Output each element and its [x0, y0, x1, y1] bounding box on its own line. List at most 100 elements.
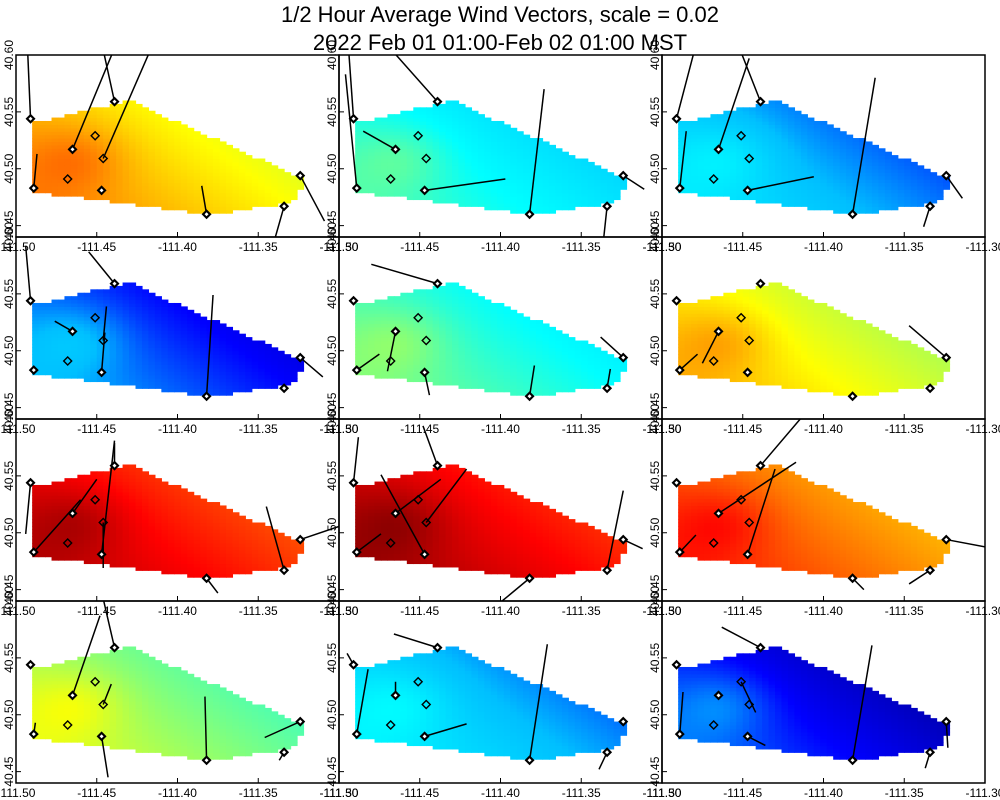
wind-vector — [299, 525, 339, 541]
field-cells — [32, 282, 305, 396]
y-tick-label: 40.55 — [2, 461, 16, 491]
station-marker-center — [621, 537, 626, 542]
station-marker-center — [677, 368, 682, 373]
station-marker-center — [112, 99, 117, 104]
x-tick-label: -111.45 — [77, 786, 116, 800]
station-marker-center — [351, 662, 356, 667]
station-marker — [385, 537, 396, 548]
x-tick-label: -111.45 — [723, 786, 762, 800]
station-marker — [736, 130, 747, 141]
wind-vector — [701, 331, 720, 364]
x-tick-label: -111.45 — [77, 240, 116, 254]
y-tick-label: 40.55 — [648, 97, 662, 127]
y-tick-label: 40.60 — [648, 222, 662, 252]
station-marker — [421, 517, 432, 528]
station-marker-center — [70, 147, 75, 152]
wind-vector — [946, 538, 985, 548]
wind-vector — [718, 461, 797, 515]
wind-vector — [356, 353, 380, 371]
field-cells — [32, 464, 305, 578]
station-marker-center — [677, 550, 682, 555]
station-marker-center — [605, 204, 610, 209]
panel-10: -111.50 -111.45 -111.40 -111.35 -111.3040.45… — [0, 586, 359, 800]
station-marker-center — [393, 693, 398, 698]
field-cells — [678, 464, 951, 578]
station-marker-center — [204, 212, 209, 217]
wind-vector — [100, 440, 116, 555]
field-cells — [355, 282, 628, 396]
y-tick-label: 40.60 — [648, 586, 662, 616]
wind-vector — [528, 89, 545, 215]
station-marker-center — [745, 552, 750, 557]
station-marker-center — [282, 204, 287, 209]
station-marker-center — [393, 329, 398, 334]
station-marker-center — [204, 576, 209, 581]
x-tick-label: -111.45 — [400, 604, 439, 618]
x-tick-label: -111.45 — [400, 422, 439, 436]
station-marker-center — [28, 662, 33, 667]
station-marker-center — [422, 370, 427, 375]
station-marker-center — [31, 368, 36, 373]
wind-vector — [71, 55, 113, 150]
station-marker-center — [354, 732, 359, 737]
x-tick-label: -111.35 — [885, 240, 924, 254]
wind-vector — [425, 468, 468, 523]
x-tick-label: -111.50 — [643, 786, 682, 800]
wind-vector — [380, 474, 426, 555]
station-marker — [708, 173, 719, 184]
station-marker-center — [298, 355, 303, 360]
station-marker-center — [850, 212, 855, 217]
y-tick-label: 40.45 — [325, 392, 339, 422]
wind-vector — [352, 437, 360, 483]
y-tick-label: 40.50 — [325, 153, 339, 183]
x-tick-label: -111.50 — [0, 604, 36, 618]
wind-vector — [356, 669, 369, 735]
wind-vector — [622, 174, 645, 190]
x-tick-label: -111.35 — [239, 240, 278, 254]
wind-vector — [102, 601, 116, 648]
wind-vector — [204, 696, 208, 761]
y-tick-label: 40.50 — [325, 335, 339, 365]
station-marker-center — [677, 186, 682, 191]
station-marker-center — [298, 173, 303, 178]
wind-vector — [675, 55, 695, 119]
station-marker-center — [31, 732, 36, 737]
y-tick-label: 40.55 — [325, 97, 339, 127]
y-tick-label: 40.50 — [2, 517, 16, 547]
chart-title: 1/2 Hour Average Wind Vectors, scale = 0… — [280, 2, 719, 27]
station-marker — [421, 699, 432, 710]
station-marker — [736, 494, 747, 505]
wind-vector — [362, 130, 396, 151]
station-marker-center — [31, 550, 36, 555]
y-tick-label: 40.60 — [2, 404, 16, 434]
station-marker-center — [99, 734, 104, 739]
station-marker — [90, 676, 101, 687]
panel-1: -111.50 -111.45 -111.40 -111.35 -111.3040.45… — [0, 40, 359, 254]
station-marker — [98, 153, 109, 164]
y-tick-label: 40.50 — [325, 517, 339, 547]
station-marker-center — [28, 116, 33, 121]
wind-vector — [851, 77, 876, 215]
y-tick-label: 40.45 — [2, 392, 16, 422]
x-tick-label: -111.40 — [481, 604, 520, 618]
wind-vector — [606, 490, 624, 571]
station-marker — [421, 335, 432, 346]
station-marker — [90, 494, 101, 505]
y-tick-label: 40.50 — [2, 335, 16, 365]
station-marker-center — [677, 732, 682, 737]
y-tick-label: 40.45 — [2, 756, 16, 786]
station-marker-center — [298, 537, 303, 542]
station-marker-center — [716, 511, 721, 516]
y-tick-label: 40.45 — [325, 574, 339, 604]
x-tick-label: -111.50 — [0, 240, 36, 254]
station-marker-center — [944, 719, 949, 724]
x-tick-label: -111.45 — [77, 422, 116, 436]
station-marker-center — [31, 186, 36, 191]
field-cells — [678, 282, 951, 396]
station-marker-center — [527, 212, 532, 217]
wind-vector — [422, 425, 439, 466]
wind-vector — [265, 506, 285, 571]
station-marker-center — [112, 463, 117, 468]
station-marker-center — [435, 281, 440, 286]
y-tick-label: 40.45 — [325, 210, 339, 240]
